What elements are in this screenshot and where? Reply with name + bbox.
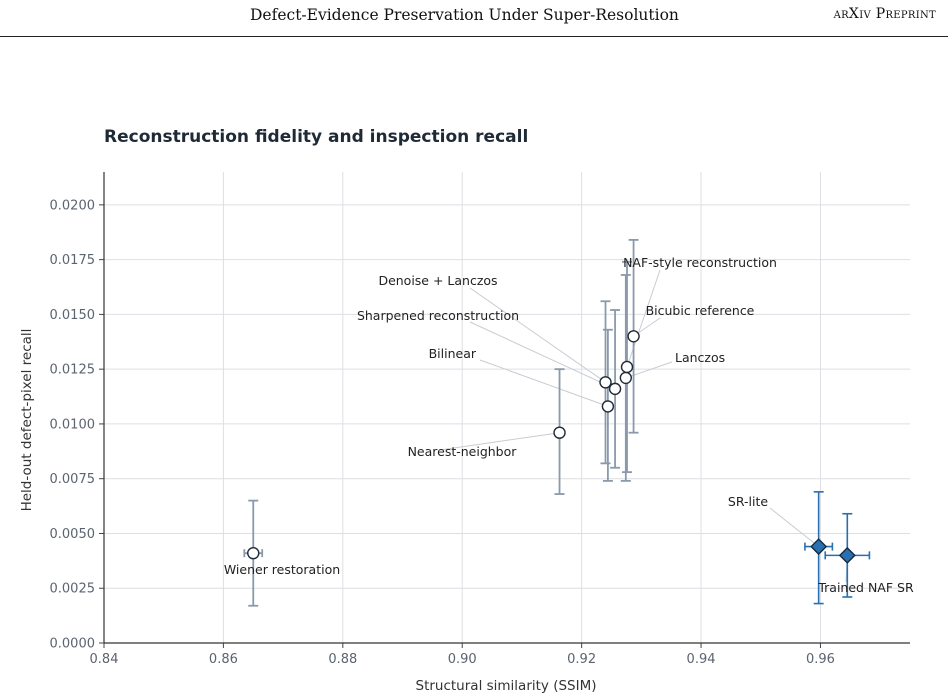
x-tick-label: 0.90 [448, 652, 477, 667]
header-title: Defect-Evidence Preservation Under Super… [250, 6, 679, 24]
point-label: SR-lite [728, 494, 768, 509]
annotation-leader [769, 507, 819, 548]
point-label: Bicubic reference [646, 303, 755, 318]
y-tick-label: 0.0150 [50, 308, 96, 323]
point-label: NAF-style reconstruction [623, 255, 777, 270]
data-point-circle [608, 382, 622, 396]
axes [99, 172, 910, 648]
point-label: Wiener restoration [224, 562, 340, 577]
data-point-circle [619, 371, 633, 385]
annotation-leaders [439, 269, 848, 583]
annotation-leader [469, 321, 616, 390]
annotation-leader [479, 359, 609, 407]
data-point-circle [553, 426, 566, 439]
y-axis-label: Held-out defect-pixel recall [19, 329, 35, 512]
page-header: Defect-Evidence Preservation Under Super… [0, 0, 948, 40]
point-label: Denoise + Lanczos [378, 273, 497, 288]
x-tick-label: 0.84 [90, 652, 119, 667]
x-tick-label: 0.86 [209, 652, 238, 667]
point-labels: Wiener restoration Nearest-neighbor Biline… [224, 255, 914, 595]
data-point-circle [601, 400, 615, 413]
annotation-leader [469, 287, 606, 383]
x-tick-label: 0.92 [567, 652, 596, 667]
point-label: Trained NAF SR [817, 580, 914, 595]
y-tick-label: 0.0175 [50, 253, 96, 268]
y-tick-label: 0.0125 [50, 363, 96, 378]
error-bars [243, 239, 871, 607]
data-point-circle [620, 360, 634, 374]
x-tick-label: 0.96 [806, 652, 835, 667]
y-tick-label: 0.0200 [50, 198, 96, 213]
x-axis-label: Structural similarity (SSIM) [416, 678, 597, 694]
chart-title: Reconstruction fidelity and inspection r… [104, 127, 528, 147]
x-tick-label: 0.88 [328, 652, 357, 667]
annotation-leader [439, 432, 560, 451]
data-point-diamond [838, 546, 856, 564]
y-tick-label: 0.0075 [50, 472, 96, 487]
data-point-circle [599, 376, 612, 389]
annotation-leader [626, 269, 661, 368]
data-point-diamond [810, 538, 828, 556]
y-tick-label: 0.0025 [50, 582, 96, 597]
point-label: Sharpened reconstruction [357, 308, 519, 323]
header-right-label: arXiv Preprint [833, 6, 936, 22]
y-tick-label: 0.0100 [50, 417, 96, 432]
header-rule [0, 36, 948, 37]
tick-labels: 0.84 0.86 0.88 0.90 0.92 0.94 0.96 0.0000 0.0025… [50, 198, 835, 667]
data-points [247, 330, 856, 564]
x-tick-label: 0.94 [687, 652, 716, 667]
point-label: Bilinear [429, 346, 477, 361]
point-label: Lanczos [675, 350, 725, 365]
y-tick-label: 0.0000 [50, 637, 96, 652]
point-label: Nearest-neighbor [408, 444, 518, 459]
y-tick-label: 0.0050 [50, 527, 96, 542]
data-point-circle [627, 330, 640, 343]
data-point-circle [247, 546, 260, 560]
